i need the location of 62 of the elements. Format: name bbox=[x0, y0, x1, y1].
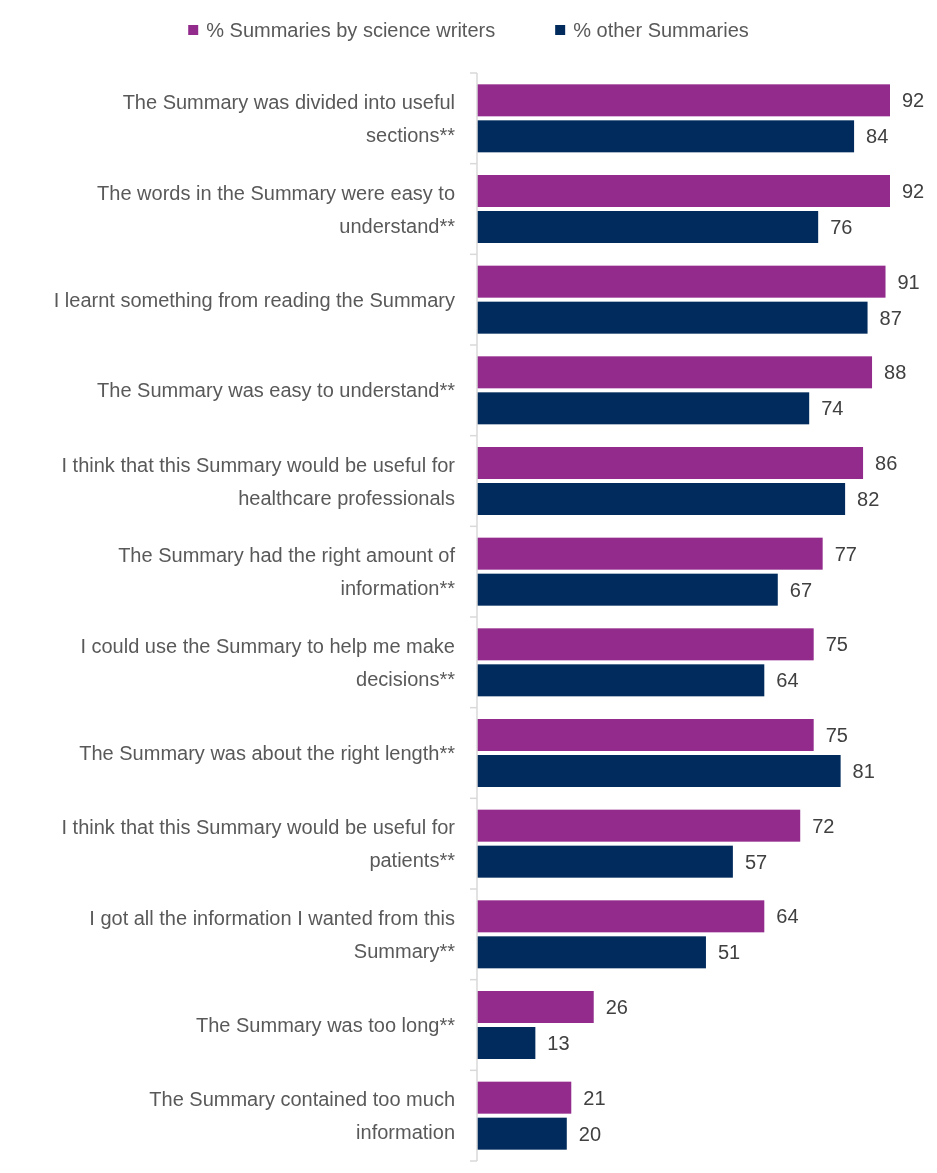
bar bbox=[477, 628, 814, 661]
bar bbox=[477, 845, 733, 878]
data-label: 64 bbox=[776, 669, 799, 692]
bar bbox=[477, 447, 864, 479]
legend-label: % other Summaries bbox=[573, 19, 749, 41]
data-label: 13 bbox=[547, 1032, 570, 1054]
y-tick-label: I learnt something from reading the Summary bbox=[53, 288, 455, 311]
data-label: 86 bbox=[875, 452, 898, 474]
data-label: 88 bbox=[884, 361, 907, 384]
bar bbox=[477, 1027, 536, 1059]
data-label: 21 bbox=[583, 1086, 606, 1109]
data-label: 81 bbox=[852, 760, 875, 782]
bar bbox=[477, 537, 823, 570]
bar bbox=[477, 84, 890, 117]
bar bbox=[477, 809, 801, 842]
y-tick-label: I could use the Summary to help me make decisions** bbox=[80, 634, 456, 690]
bar bbox=[477, 1117, 567, 1150]
data-label: 92 bbox=[902, 89, 925, 112]
bar bbox=[477, 175, 890, 207]
data-label: 67 bbox=[789, 578, 813, 601]
y-tick-label: The Summary was too long** bbox=[195, 1014, 456, 1036]
y-tick-label: I think that this Summary would be useful for healthcare professionals bbox=[61, 453, 456, 509]
y-tick-label: The Summary had the right amount of information** bbox=[118, 544, 456, 600]
bar bbox=[477, 936, 706, 969]
data-label: 64 bbox=[776, 905, 799, 928]
data-label: 77 bbox=[834, 542, 857, 565]
legend-label: % Summaries by science writers bbox=[206, 19, 496, 41]
bar bbox=[477, 356, 873, 389]
data-label: 75 bbox=[825, 633, 848, 656]
bar bbox=[477, 755, 841, 787]
bar bbox=[477, 664, 765, 697]
y-tick-label: The Summary was about the right length** bbox=[79, 742, 456, 764]
data-label: 84 bbox=[866, 125, 889, 148]
bar bbox=[477, 900, 765, 933]
data-label: 91 bbox=[897, 270, 920, 293]
data-label: 82 bbox=[857, 488, 880, 510]
data-label: 51 bbox=[717, 941, 741, 964]
bar bbox=[477, 1081, 572, 1114]
data-label: 57 bbox=[744, 850, 768, 873]
data-label: 87 bbox=[879, 306, 902, 329]
data-label: 74 bbox=[821, 397, 844, 420]
y-tick-label: The words in the Summary were easy to understand** bbox=[97, 181, 456, 237]
bar bbox=[477, 265, 886, 298]
data-label: 72 bbox=[812, 814, 835, 837]
y-tick-label: The Summary was divided into useful sections** bbox=[122, 90, 456, 146]
bar bbox=[477, 211, 819, 243]
y-tick-label: I got all the information I wanted from this Summary** bbox=[89, 906, 456, 962]
y-tick-label: I think that this Summary would be useful for patients** bbox=[61, 816, 456, 872]
bar bbox=[477, 483, 846, 515]
bar bbox=[477, 573, 778, 606]
data-label: 75 bbox=[825, 724, 848, 746]
data-label: 92 bbox=[902, 180, 925, 202]
data-label: 20 bbox=[578, 1122, 602, 1145]
data-label: 26 bbox=[605, 996, 628, 1018]
bar bbox=[477, 392, 810, 425]
data-label: 76 bbox=[830, 216, 853, 238]
bar bbox=[477, 120, 855, 153]
bar bbox=[477, 719, 814, 751]
y-tick-label: The Summary contained too much information bbox=[149, 1088, 455, 1144]
y-tick-label: The Summary was easy to understand** bbox=[97, 379, 456, 402]
bar bbox=[477, 301, 868, 334]
bar bbox=[477, 991, 594, 1023]
